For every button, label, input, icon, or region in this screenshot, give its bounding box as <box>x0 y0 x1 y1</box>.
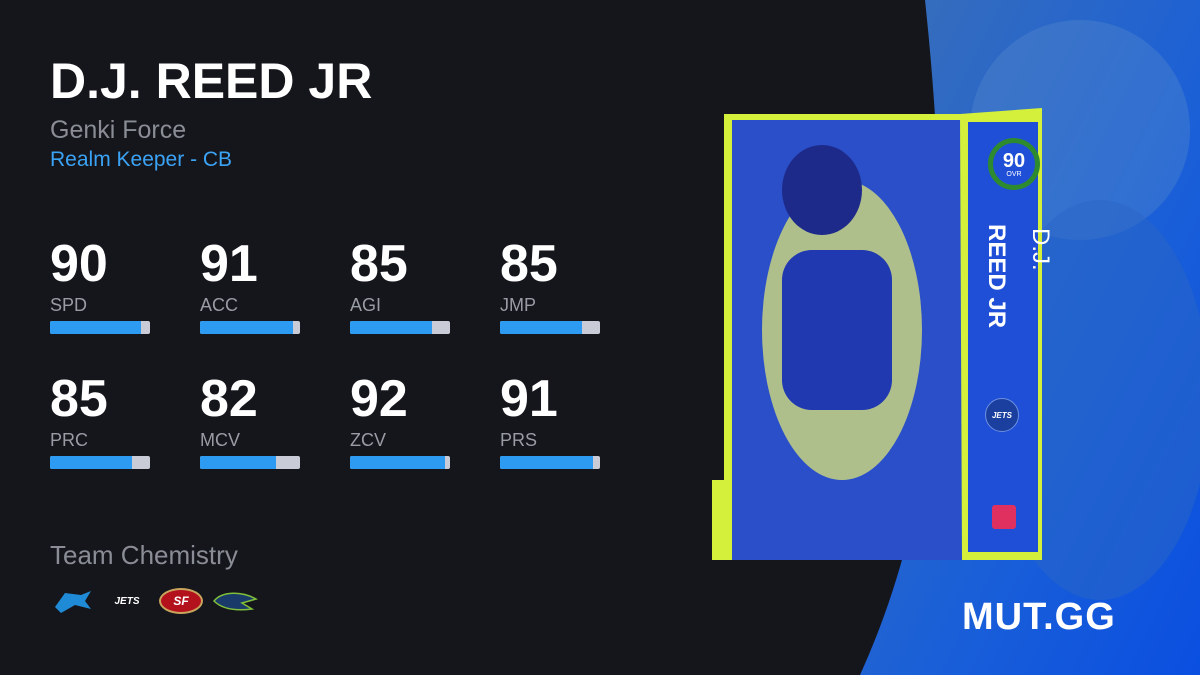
stat-bar <box>200 321 300 334</box>
card-player-name: D.J. <box>974 228 1054 348</box>
team-chemistry-logos: JETS SF <box>50 587 258 615</box>
card-first-name: D.J. <box>1027 228 1054 271</box>
lions-logo-icon[interactable] <box>50 587 96 615</box>
stat-bar-fill <box>50 456 132 469</box>
card-last-name: REED JR <box>983 224 1010 329</box>
stat-bar-fill <box>500 321 582 334</box>
brand-logo: MUT.GG <box>962 596 1116 638</box>
stat-bar <box>350 321 450 334</box>
stat-bar <box>50 321 150 334</box>
stat-bar-fill <box>500 456 593 469</box>
stat-spd: 90 SPD <box>50 238 150 334</box>
stat-label: ZCV <box>350 430 386 450</box>
seahawks-logo-icon[interactable] <box>212 587 258 615</box>
stat-bar <box>500 456 600 469</box>
stat-bar-fill <box>350 321 432 334</box>
stat-value: 85 <box>50 370 108 428</box>
jets-logo-icon[interactable]: JETS <box>114 595 140 607</box>
ovr-ring: 90 OVR <box>988 138 1040 190</box>
ovr-value: 90 <box>1002 149 1026 172</box>
stat-label: MCV <box>200 430 240 450</box>
49ers-logo-text: SF <box>159 588 203 614</box>
card-team-badge: JETS <box>985 398 1019 432</box>
archetype-position: Realm Keeper - CB <box>50 148 233 171</box>
player-name: D.J. REED JR <box>50 53 373 109</box>
stat-bar-fill <box>50 321 141 334</box>
card-art <box>712 108 1042 560</box>
ovr-label: OVR <box>1006 170 1022 178</box>
stat-label: JMP <box>500 295 536 315</box>
stat-bar-fill <box>350 456 445 469</box>
stat-value: 90 <box>50 235 108 293</box>
49ers-logo-icon[interactable]: SF <box>158 587 204 615</box>
stat-bar-fill <box>200 456 277 469</box>
stat-zcv: 92 ZCV <box>350 373 450 469</box>
stat-label: PRS <box>500 430 538 450</box>
stat-bar <box>500 321 600 334</box>
stat-value: 91 <box>200 235 258 293</box>
stat-agi: 85 AGI <box>350 238 450 334</box>
stat-bar <box>350 456 450 469</box>
stat-value: 85 <box>350 235 408 293</box>
stat-prs: 91 PRS <box>500 373 600 469</box>
stat-acc: 91 ACC <box>200 238 300 334</box>
program-logo-icon <box>992 505 1016 529</box>
stat-value: 85 <box>500 235 558 293</box>
stat-value: 91 <box>500 370 558 428</box>
program-name: Genki Force <box>50 116 187 144</box>
stat-value: 82 <box>200 370 258 428</box>
stat-label: SPD <box>50 295 88 315</box>
stat-prc: 85 PRC <box>50 373 150 469</box>
stat-mcv: 82 MCV <box>200 373 300 469</box>
player-card[interactable]: 90 OVR D.J. REED JR JETS <box>712 100 1054 572</box>
stat-value: 92 <box>350 370 408 428</box>
stat-jmp: 85 JMP <box>500 238 600 334</box>
stat-label: PRC <box>50 430 89 450</box>
stat-bar <box>50 456 150 469</box>
stat-bar-fill <box>200 321 293 334</box>
stat-bar <box>200 456 300 469</box>
stat-label: AGI <box>350 295 382 315</box>
team-chemistry-heading: Team Chemistry <box>50 540 238 570</box>
stat-label: ACC <box>200 295 239 315</box>
